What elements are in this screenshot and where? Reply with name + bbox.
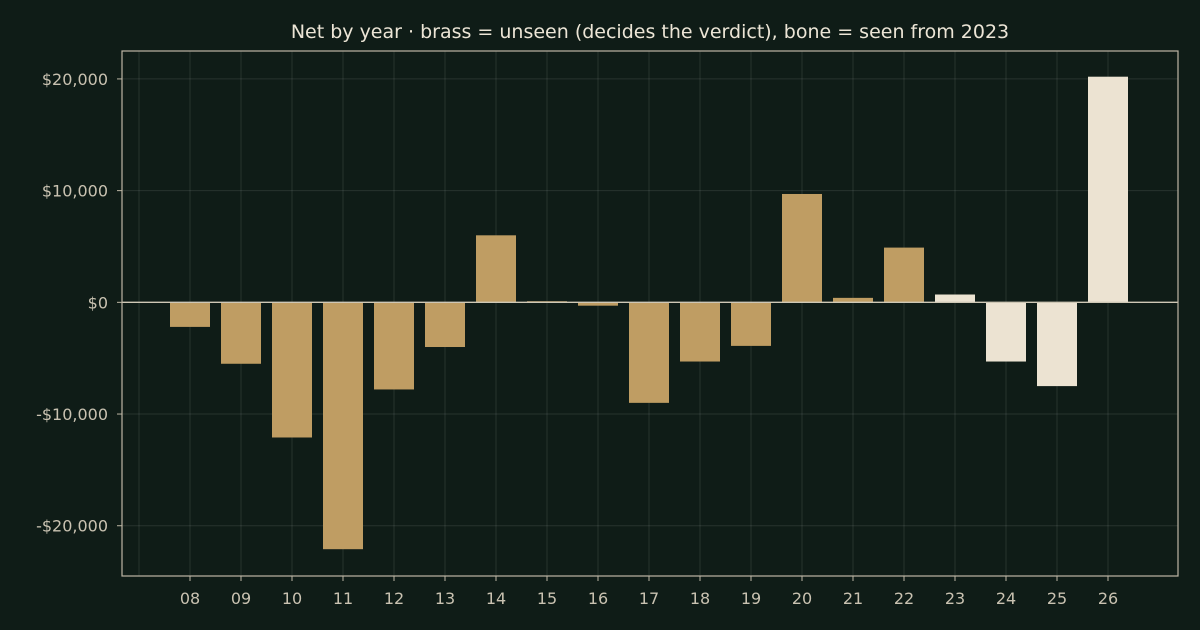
plot-frame: [121, 50, 1179, 577]
x-tick-label: 09: [231, 589, 251, 608]
x-tick-label: 08: [180, 589, 200, 608]
bar-13: [425, 302, 465, 348]
x-tick-label: 16: [588, 589, 608, 608]
bar-14: [476, 235, 516, 303]
y-tick-label: $0: [88, 293, 108, 312]
x-tick-label: 10: [282, 589, 302, 608]
x-tick-label: 17: [639, 589, 659, 608]
y-tick-label: -$20,000: [36, 517, 108, 536]
bar-21: [833, 297, 873, 303]
bar-18: [680, 302, 720, 362]
bars: [170, 76, 1128, 550]
bar-10: [272, 302, 312, 438]
bar-12: [374, 302, 414, 390]
x-tick-label: 23: [945, 589, 965, 608]
axes: [117, 50, 1179, 581]
bar-09: [221, 302, 261, 364]
x-tick-labels: 08 09 10 11 12 13 14 15 16 17 18 19 20 21 22 23 24 25 26: [180, 589, 1118, 608]
x-tick-label: 24: [996, 589, 1016, 608]
x-tick-label: 22: [894, 589, 914, 608]
bar-26: [1088, 76, 1128, 303]
bar-22: [884, 247, 924, 303]
y-tick-labels: $20,000 $10,000 $0 -$10,000 -$20,000: [36, 70, 108, 536]
gridlines: [122, 51, 1178, 576]
x-tick-label: 25: [1047, 589, 1067, 608]
x-tick-label: 14: [486, 589, 506, 608]
bar-19: [731, 302, 771, 346]
x-tick-label: 11: [333, 589, 353, 608]
bar-17: [629, 302, 669, 403]
chart-title: Net by year · brass = unseen (decides th…: [291, 21, 1009, 43]
bar-24: [986, 302, 1026, 362]
x-tick-label: 26: [1098, 589, 1118, 608]
x-tick-label: 20: [792, 589, 812, 608]
y-tick-label: $20,000: [42, 70, 108, 89]
x-tick-label: 19: [741, 589, 761, 608]
x-tick-label: 21: [843, 589, 863, 608]
x-tick-label: 13: [435, 589, 455, 608]
bar-11: [323, 302, 363, 550]
y-tick-label: -$10,000: [36, 405, 108, 424]
bar-08: [170, 302, 210, 327]
bar-25: [1037, 302, 1077, 387]
bar-16: [578, 302, 618, 306]
x-tick-label: 18: [690, 589, 710, 608]
bar-20: [782, 193, 822, 303]
bar-23: [935, 294, 975, 303]
x-tick-label: 15: [537, 589, 557, 608]
x-tick-label: 12: [384, 589, 404, 608]
y-tick-label: $10,000: [42, 182, 108, 201]
